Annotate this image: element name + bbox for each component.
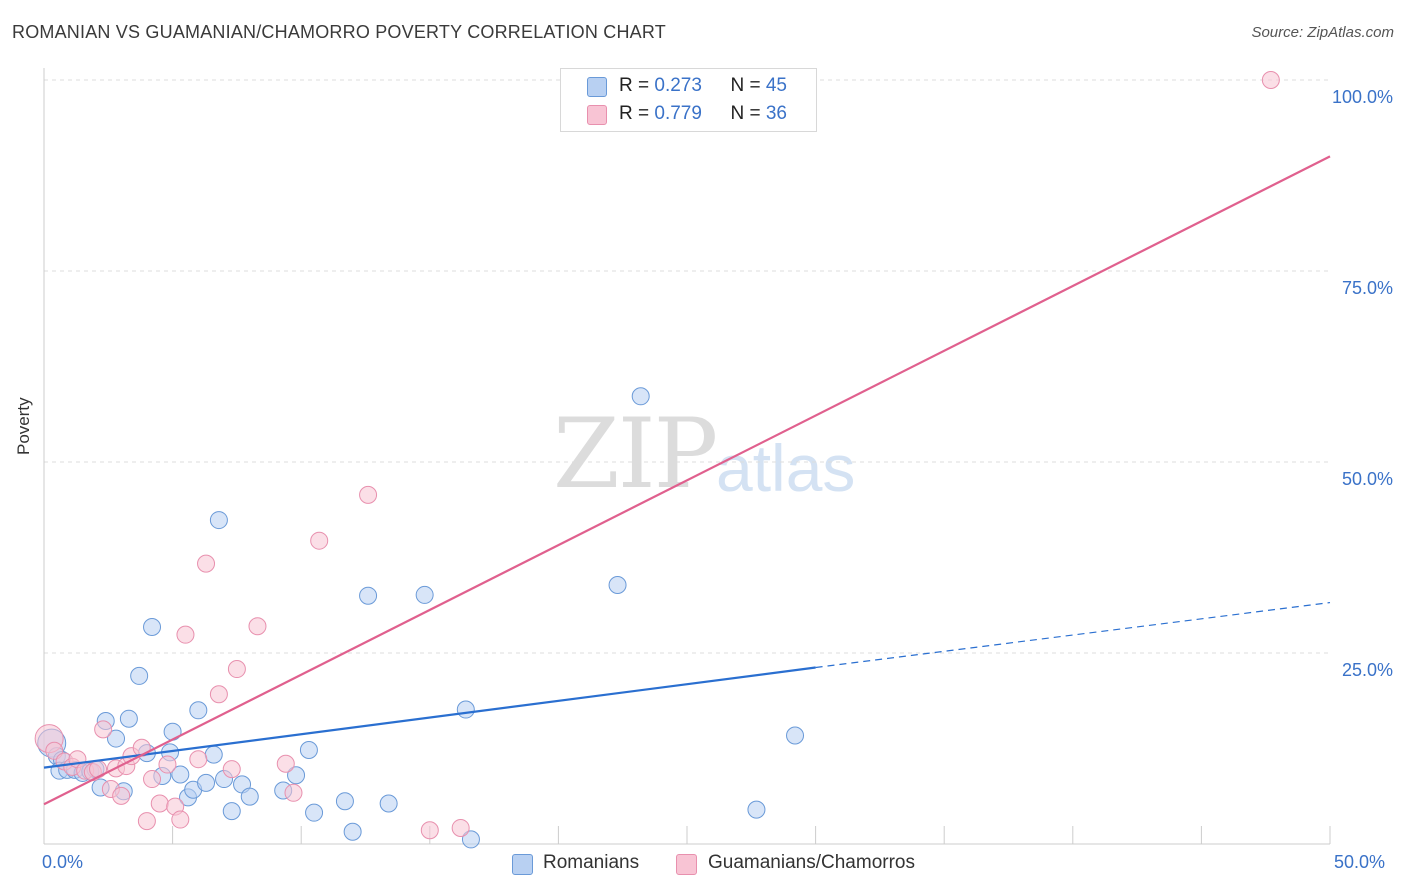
y-tick-label-50: 50.0% (1341, 469, 1393, 489)
bottom-legend-swatch-blue (512, 854, 533, 875)
legend: R = 0.273 N = 45 R = 0.779 N = 36 (560, 68, 817, 132)
point-romanian (608, 576, 627, 595)
point-guamanian (451, 818, 470, 837)
point-guamanian (209, 685, 228, 704)
legend-n-value: 36 (765, 103, 787, 124)
point-romanian (305, 803, 324, 822)
point-romanian (631, 387, 650, 406)
point-guamanian (248, 617, 267, 636)
point-guamanian (222, 760, 241, 779)
point-romanian (379, 794, 398, 813)
point-guamanian (359, 485, 378, 504)
legend-swatch-pink (587, 105, 607, 125)
point-romanian (415, 585, 434, 604)
y-axis-label: Poverty (14, 397, 33, 455)
y-tick-label-25: 25.0% (1341, 660, 1393, 680)
point-romanian (130, 666, 149, 685)
point-romanian (456, 700, 475, 719)
point-guamanian (197, 554, 216, 573)
point-romanian (343, 822, 362, 841)
legend-n-label: N = (730, 75, 766, 96)
point-romanian (786, 726, 805, 745)
legend-n-label: N = (730, 103, 766, 124)
point-romanian (287, 766, 306, 785)
point-romanian (119, 709, 138, 728)
point-romanian (240, 787, 259, 806)
y-tick-label-100: 100.0% (1331, 87, 1393, 107)
point-guamanian (276, 754, 295, 773)
point-romanian (747, 800, 766, 819)
point-guamanian (94, 720, 113, 739)
point-guamanian (310, 531, 329, 550)
x-tick-label-min: 0.0% (42, 852, 84, 872)
point-guamanian (227, 660, 246, 679)
point-guamanian (137, 812, 156, 831)
point-romanian (189, 701, 208, 720)
legend-swatch-blue (587, 77, 607, 97)
point-romanian (359, 586, 378, 605)
bottom-legend-label: Romanians (543, 852, 640, 873)
point-guamanian (158, 755, 177, 774)
point-romanian (461, 830, 480, 849)
source-label: Source: ZipAtlas.com (1251, 24, 1394, 41)
point-guamanian (284, 783, 303, 802)
legend-r-value: 0.273 (654, 75, 702, 96)
point-romanian (204, 745, 223, 764)
point-romanian (107, 729, 126, 748)
point-guamanian (143, 770, 162, 789)
point-romanian (209, 511, 228, 530)
legend-n-value: 45 (765, 75, 787, 96)
legend-r-label: R = (619, 75, 655, 96)
trendline-romanians-extension (815, 601, 1331, 669)
y-tick-label-75: 75.0% (1341, 278, 1393, 298)
point-guamanian (171, 810, 190, 829)
bottom-legend-label: Guamanians/Chamorros (708, 852, 915, 873)
legend-r-label: R = (619, 103, 655, 124)
point-guamanian (112, 786, 131, 805)
chart-title: ROMANIAN VS GUAMANIAN/CHAMORRO POVERTY C… (12, 22, 666, 42)
point-romanian (171, 765, 190, 784)
point-romanian (197, 773, 216, 792)
watermark-zip: ZIP (553, 398, 718, 510)
x-tick-label-max: 50.0% (1334, 852, 1386, 872)
point-guamanian (150, 794, 169, 813)
point-romanian (222, 802, 241, 821)
point-guamanian (420, 821, 439, 840)
point-guamanian (1261, 71, 1280, 89)
point-romanian (299, 741, 318, 760)
point-romanian (335, 792, 354, 811)
point-guamanian (189, 750, 208, 769)
trendline-romanians (43, 666, 816, 769)
legend-r-value: 0.779 (654, 103, 702, 124)
watermark-atlas: atlas (716, 431, 856, 505)
bottom-legend-swatch-pink (676, 854, 697, 875)
trendline-guamanians (43, 155, 1331, 806)
point-guamanian (176, 625, 195, 644)
point-romanian (143, 618, 162, 637)
